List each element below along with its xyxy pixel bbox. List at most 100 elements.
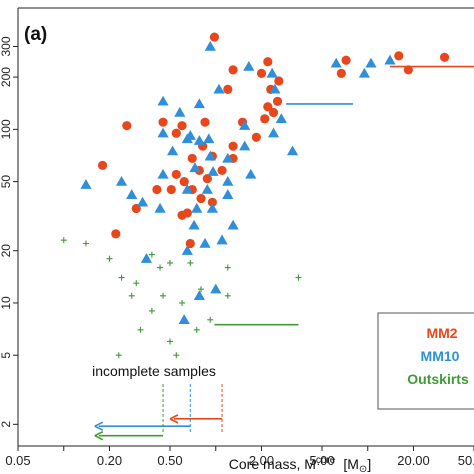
point-mm10: [358, 67, 370, 78]
point-mm2: [196, 193, 206, 204]
x-tick-label: 20.00: [397, 453, 430, 468]
point-mm2: [202, 174, 212, 184]
legend: MM2 MM10 Outskirts: [377, 312, 474, 410]
point-outskirts: [167, 259, 173, 266]
point-mm2: [228, 141, 238, 151]
incomplete-arrowhead-outskirts: [94, 430, 104, 441]
point-outskirts: [179, 299, 186, 306]
point-outskirts: [148, 251, 155, 258]
point-mm2: [152, 184, 162, 195]
point-mm10: [157, 168, 169, 179]
point-mm10: [203, 133, 215, 144]
point-outskirts: [167, 338, 173, 345]
point-mm2: [341, 55, 351, 65]
point-outskirts: [224, 292, 231, 299]
point-mm10: [365, 57, 377, 68]
x-tick-label: 50.00: [458, 453, 474, 468]
point-mm2: [217, 165, 227, 176]
point-mm10: [191, 202, 203, 213]
legend-entry-mm2: MM2: [426, 325, 457, 341]
legend-entry-mm10: MM10: [421, 348, 460, 364]
x-axis-label: Core mass, Mcore [M⊙]: [229, 455, 371, 474]
point-mm10: [188, 219, 200, 230]
point-mm2: [209, 32, 220, 42]
x-tick-label: 0.50: [157, 453, 182, 468]
point-mm10: [201, 183, 213, 194]
upper-limit-lines: [214, 65, 474, 326]
point-mm2: [187, 153, 197, 164]
legend-box: [377, 312, 474, 410]
incomplete-arrowhead-mm10: [94, 421, 104, 431]
point-outskirts: [115, 352, 122, 359]
point-mm10: [136, 196, 149, 207]
x-tick-label: 0.20: [97, 453, 122, 468]
y-tick-label: 50: [0, 175, 13, 189]
incomplete-arrowhead-mm2: [169, 414, 179, 424]
point-mm10: [269, 83, 281, 94]
x-axis-ticks: 0.05 0.20 0.50 2.00 5.00 20.00 50.00: [5, 446, 474, 468]
point-mm2: [403, 65, 413, 75]
point-mm2: [171, 128, 181, 138]
incomplete-samples-label: incomplete samples: [92, 363, 216, 379]
y-tick-label: 2: [0, 421, 13, 428]
point-mm2: [177, 121, 187, 131]
point-outskirts: [295, 274, 302, 281]
point-mm10: [275, 113, 287, 124]
point-mm10: [174, 106, 186, 117]
point-mm10: [204, 40, 216, 51]
point-mm10: [193, 98, 205, 109]
point-mm10: [189, 162, 201, 173]
point-outskirts: [106, 255, 113, 262]
point-mm10: [204, 150, 216, 161]
point-mm10: [181, 245, 193, 255]
y-tick-label: 5: [0, 352, 13, 359]
point-mm10: [210, 283, 222, 294]
point-mm10: [199, 237, 211, 248]
point-mm2: [97, 160, 108, 170]
point-mm10: [239, 140, 251, 151]
data-points: [60, 32, 450, 359]
point-mm2: [223, 84, 233, 94]
point-mm10: [384, 54, 396, 65]
point-mm10: [222, 152, 234, 163]
point-mm2: [122, 121, 132, 131]
point-mm2: [200, 117, 210, 127]
point-outskirts: [160, 292, 167, 299]
point-mm10: [286, 145, 299, 156]
y-tick-label: 100: [0, 119, 13, 139]
point-outskirts: [137, 326, 144, 333]
point-outskirts: [187, 259, 194, 266]
point-mm10: [222, 176, 234, 186]
point-mm2: [166, 184, 176, 195]
point-mm2: [268, 107, 279, 118]
point-mm10: [222, 189, 234, 199]
point-mm10: [80, 179, 92, 189]
y-tick-label: 300: [0, 36, 13, 56]
point-mm10: [178, 314, 190, 324]
point-mm10: [243, 60, 255, 71]
point-mm2: [177, 210, 187, 220]
point-mm10: [239, 120, 251, 130]
y-tick-label: 200: [0, 67, 13, 87]
point-mm10: [193, 135, 205, 145]
point-mm2: [207, 197, 217, 207]
y-axis-ticks: 2 5 10 20 50 100 200 300: [0, 36, 18, 428]
point-mm2: [251, 132, 261, 142]
point-mm2: [272, 96, 283, 106]
axes-frame: [17, 7, 474, 447]
point-mm10: [184, 130, 196, 140]
point-outskirts: [60, 237, 67, 244]
point-mm10: [193, 290, 205, 300]
point-mm2: [439, 52, 450, 62]
point-mm10: [267, 127, 280, 138]
point-mm10: [115, 176, 128, 186]
point-mm2: [256, 68, 267, 79]
point-mm2: [263, 57, 273, 67]
x-tick-label: 5.00: [309, 453, 334, 468]
point-mm10: [140, 253, 153, 263]
point-mm2: [171, 169, 181, 180]
point-mm10: [330, 57, 342, 68]
point-mm2: [228, 65, 238, 75]
point-mm10: [266, 67, 278, 78]
point-outskirts: [198, 286, 205, 293]
